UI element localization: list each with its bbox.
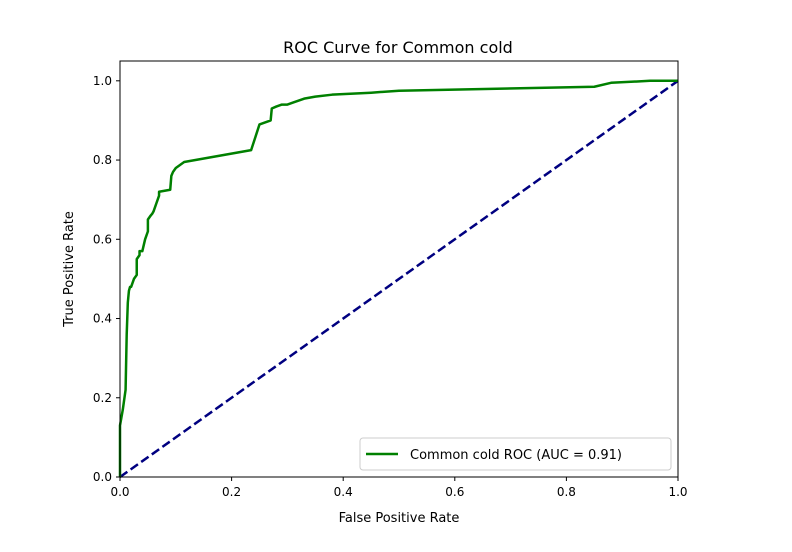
legend: Common cold ROC (AUC = 0.91) xyxy=(359,437,672,471)
legend-box xyxy=(359,437,672,471)
legend-entry-common-cold-roc: Common cold ROC (AUC = 0.91) xyxy=(410,448,622,463)
marks-layer xyxy=(118,79,679,479)
roc-curve-line xyxy=(118,79,678,477)
x-tick-label: 0.8 xyxy=(557,485,576,499)
y-tick-label: 0.4 xyxy=(93,312,112,326)
chart-title: ROC Curve for Common cold xyxy=(283,38,513,57)
plot-frame xyxy=(119,60,679,478)
x-tick-label: 0.6 xyxy=(445,485,464,499)
y-tick-label: 0.0 xyxy=(93,470,112,484)
ticks-layer: 0.0 0.2 0.4 0.6 0.8 1.0 0.0 0.2 0.4 0.6 0.8 1.0 xyxy=(93,74,688,499)
x-tick-label: 1.0 xyxy=(668,485,687,499)
chance-diagonal-line xyxy=(119,79,679,479)
x-axis-label: False Positive Rate xyxy=(339,511,460,526)
y-tick-label: 0.8 xyxy=(93,153,112,167)
y-tick-label: 0.2 xyxy=(93,391,112,405)
y-tick-label: 1.0 xyxy=(93,74,112,88)
x-tick-label: 0.0 xyxy=(110,485,129,499)
y-axis-label: True Positive Rate xyxy=(62,211,77,328)
x-tick-label: 0.4 xyxy=(334,485,353,499)
y-tick-label: 0.6 xyxy=(93,232,112,246)
x-tick-label: 0.2 xyxy=(222,485,241,499)
